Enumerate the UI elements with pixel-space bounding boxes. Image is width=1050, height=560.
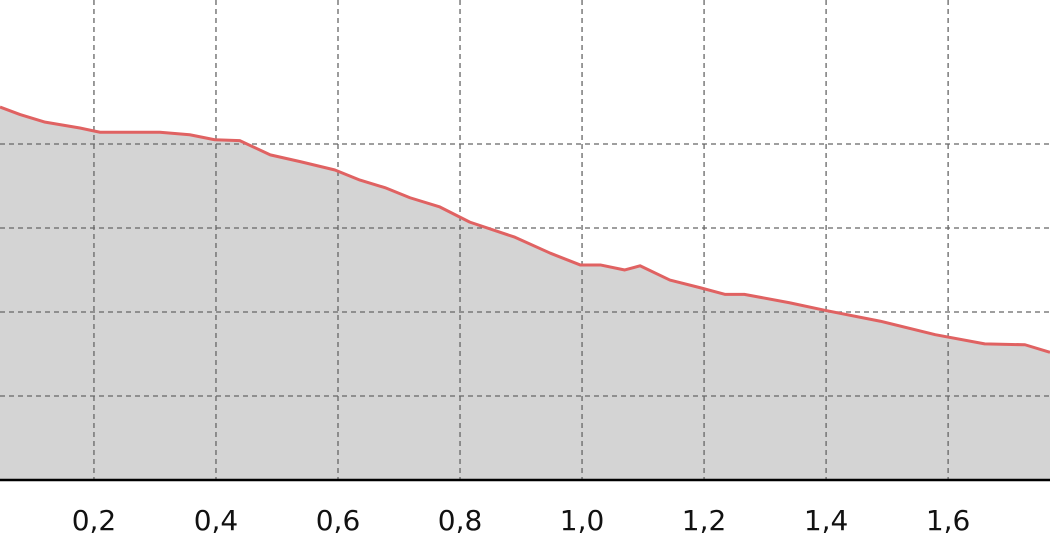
x-tick-label: 0,4 xyxy=(194,504,239,537)
x-tick-label: 0,2 xyxy=(72,504,117,537)
x-tick-label: 0,6 xyxy=(316,504,361,537)
area-fill xyxy=(0,107,1050,481)
x-tick-label: 0,8 xyxy=(438,504,483,537)
x-tick-label: 1,6 xyxy=(926,504,971,537)
x-tick-label: 1,4 xyxy=(804,504,849,537)
x-tick-label: 1,8 xyxy=(1048,504,1050,537)
area-line xyxy=(0,105,1050,354)
x-tick-label: 1,2 xyxy=(682,504,727,537)
x-tick-label: 1,0 xyxy=(560,504,605,537)
